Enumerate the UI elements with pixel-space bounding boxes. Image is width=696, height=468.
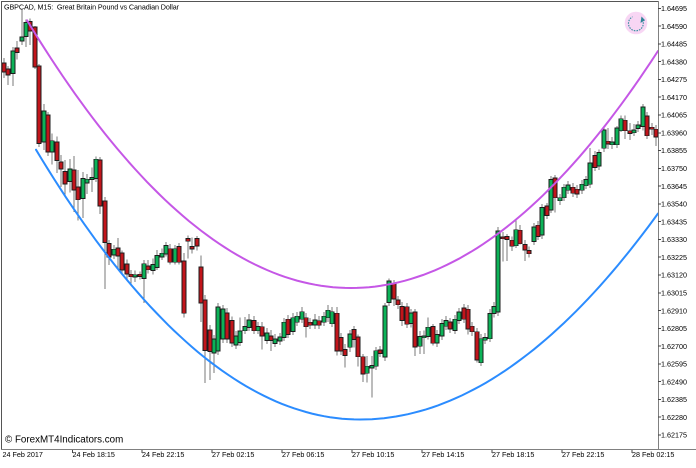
svg-text:1.63855: 1.63855: [661, 146, 687, 155]
svg-text:1.64590: 1.64590: [661, 22, 687, 31]
svg-text:1.62595: 1.62595: [661, 360, 687, 369]
svg-text:1.63435: 1.63435: [661, 217, 687, 226]
svg-text:1.62175: 1.62175: [661, 431, 687, 440]
svg-text:1.63960: 1.63960: [661, 129, 687, 138]
svg-text:1.63225: 1.63225: [661, 253, 687, 262]
svg-text:1.63120: 1.63120: [661, 271, 687, 280]
svg-text:1.64695: 1.64695: [661, 4, 687, 13]
svg-text:1.63540: 1.63540: [661, 200, 687, 209]
svg-text:GBPCAD, M15: Great Britain Po: GBPCAD, M15: Great Britain Pound vs Cana…: [4, 3, 180, 12]
svg-text:1.62700: 1.62700: [661, 342, 687, 351]
svg-text:27 Feb 02:15: 27 Feb 02:15: [212, 450, 254, 459]
svg-text:1.62385: 1.62385: [661, 395, 687, 404]
svg-text:1.64275: 1.64275: [661, 75, 687, 84]
svg-text:1.64485: 1.64485: [661, 40, 687, 49]
svg-text:27 Feb 06:15: 27 Feb 06:15: [282, 450, 324, 459]
svg-text:1.63645: 1.63645: [661, 182, 687, 191]
svg-text:24 Feb 2017: 24 Feb 2017: [3, 450, 43, 459]
svg-text:1.64170: 1.64170: [661, 93, 687, 102]
svg-text:28 Feb 02:15: 28 Feb 02:15: [632, 450, 674, 459]
svg-text:© ForexMT4Indicators.com: © ForexMT4Indicators.com: [5, 435, 123, 446]
svg-text:1.64065: 1.64065: [661, 111, 687, 120]
svg-text:1.64380: 1.64380: [661, 57, 687, 66]
svg-text:1.63750: 1.63750: [661, 164, 687, 173]
svg-text:24 Feb 18:15: 24 Feb 18:15: [73, 450, 115, 459]
svg-text:27 Feb 14:15: 27 Feb 14:15: [422, 450, 464, 459]
svg-text:1.62280: 1.62280: [661, 413, 687, 422]
svg-text:1.63330: 1.63330: [661, 235, 687, 244]
svg-text:1.62910: 1.62910: [661, 306, 687, 315]
svg-text:1.63015: 1.63015: [661, 289, 687, 298]
svg-text:1.62805: 1.62805: [661, 324, 687, 333]
svg-text:27 Feb 22:15: 27 Feb 22:15: [562, 450, 604, 459]
svg-text:27 Feb 18:15: 27 Feb 18:15: [492, 450, 534, 459]
svg-text:1.62490: 1.62490: [661, 377, 687, 386]
svg-text:24 Feb 22:15: 24 Feb 22:15: [142, 450, 184, 459]
svg-text:27 Feb 10:15: 27 Feb 10:15: [352, 450, 394, 459]
